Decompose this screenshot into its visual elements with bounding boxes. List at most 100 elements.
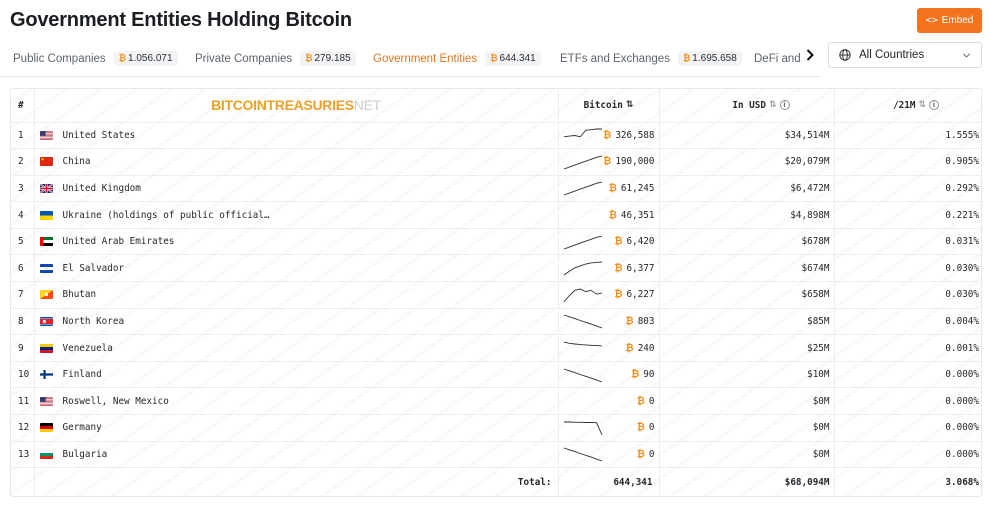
- bitcoin-header[interactable]: Bitcoin ⇅: [558, 89, 660, 123]
- tab-public-companies[interactable]: Public Companies ₿ 1.056.071: [13, 40, 178, 76]
- country-select[interactable]: All Countries: [828, 42, 982, 68]
- row-rank: 2: [11, 148, 35, 176]
- row-entity[interactable]: Ukraine (holdings of public official…: [34, 201, 559, 229]
- table-row[interactable]: 2 China ₿ 190,000 $20,079M 0.905%: [11, 148, 981, 176]
- fi-flag-icon: [39, 370, 53, 380]
- row-rank: 3: [11, 175, 35, 203]
- row-entity[interactable]: North Korea: [34, 308, 559, 336]
- table-row[interactable]: 7 Bhutan ₿ 6,227 $658M 0.030%: [11, 281, 981, 309]
- tab-etfs-and-exchanges[interactable]: ETFs and Exchanges ₿ 1.695.658: [560, 40, 742, 76]
- row-share: 0.292%: [834, 175, 981, 203]
- table-row[interactable]: 6 El Salvador ₿ 6,377 $674M 0.030%: [11, 254, 981, 283]
- info-icon[interactable]: i: [929, 100, 939, 111]
- bitcoin-icon: ₿: [614, 262, 623, 274]
- entity-name[interactable]: Bhutan: [62, 289, 97, 301]
- globe-icon: [839, 49, 851, 61]
- table-row[interactable]: 1 United States ₿ 326,588 $34,514M 1.555%: [11, 122, 981, 150]
- tab-label: Government Entities: [373, 52, 478, 65]
- bitcoin-amount: 6,227: [626, 289, 655, 301]
- tab-label: Public Companies: [13, 52, 106, 65]
- bitcoin-amount: 190,000: [615, 156, 655, 168]
- row-rank: 12: [11, 414, 35, 442]
- entity-name[interactable]: United States: [62, 129, 136, 141]
- row-entity[interactable]: Finland: [34, 361, 559, 389]
- table-row[interactable]: 5 United Arab Emirates ₿ 6,420 $678M 0.031%: [11, 228, 981, 256]
- bitcoin-amount: 90: [643, 369, 655, 381]
- logo-part-net: NET: [353, 97, 381, 114]
- row-entity[interactable]: United Arab Emirates: [34, 228, 559, 256]
- entity-name[interactable]: North Korea: [62, 315, 125, 327]
- cn-flag-icon: [39, 157, 53, 167]
- row-usd: $0M: [659, 441, 835, 469]
- trend-line: [563, 182, 602, 196]
- tab-label: ETFs and Exchanges: [560, 52, 670, 65]
- tab-count-badge: ₿ 1.695.658: [677, 51, 742, 66]
- bitcoin-header-label: Bitcoin: [583, 99, 623, 111]
- row-share: 1.555%: [834, 122, 981, 150]
- bitcoin-icon: ₿: [682, 54, 691, 64]
- us-flag-icon: [39, 396, 53, 406]
- tab-government-entities[interactable]: Government Entities ₿ 644.341: [373, 40, 541, 76]
- entity-name[interactable]: El Salvador: [62, 262, 125, 274]
- trend-sparkline: [563, 207, 603, 223]
- row-entity[interactable]: El Salvador: [34, 254, 559, 283]
- bitcoin-icon: ₿: [625, 315, 634, 327]
- row-rank: 9: [11, 334, 35, 362]
- row-entity[interactable]: China: [34, 148, 559, 176]
- embed-button[interactable]: <> Embed: [917, 8, 982, 33]
- entity-name[interactable]: China: [62, 156, 91, 168]
- entity-name[interactable]: United Kingdom: [62, 182, 141, 194]
- usd-header-label: In USD: [732, 99, 766, 111]
- entity-name[interactable]: Finland: [62, 369, 102, 381]
- tab-count-badge: ₿ 1.056.071: [113, 51, 178, 66]
- info-icon[interactable]: i: [779, 100, 790, 111]
- row-share: 0.001%: [834, 334, 981, 362]
- bitcoin-amount: 61,245: [620, 182, 655, 194]
- row-entity[interactable]: Germany: [34, 414, 559, 442]
- table-row[interactable]: 12 Germany ₿ 0 $0M 0.000%: [11, 414, 981, 442]
- entity-name[interactable]: Venezuela: [62, 342, 113, 354]
- row-entity[interactable]: United States: [34, 122, 559, 150]
- table-row[interactable]: 8 North Korea ₿ 803 $85M 0.004%: [11, 308, 981, 336]
- tab-defi[interactable]: DeFi and O: [754, 40, 813, 76]
- row-bitcoin: ₿ 0: [558, 441, 660, 469]
- table-row[interactable]: 11 Roswell, New Mexico ₿ 0 $0M 0.000%: [11, 387, 981, 416]
- trend-sparkline: [563, 421, 602, 436]
- total-share: 3.068%: [945, 477, 979, 489]
- entity-name[interactable]: United Arab Emirates: [62, 236, 175, 248]
- row-entity[interactable]: Venezuela: [34, 334, 559, 362]
- category-tabs: Public Companies ₿ 1.056.071 Private Comp…: [0, 40, 822, 77]
- table-row[interactable]: 9 Venezuela ₿ 240 $25M 0.001%: [11, 334, 981, 362]
- table-row[interactable]: 3 United Kingdom ₿ 61,245 $6,472M 0.292%: [11, 175, 981, 203]
- row-usd: $658M: [659, 281, 835, 309]
- bitcoin-icon: ₿: [305, 54, 313, 64]
- bitcoin-icon: ₿: [625, 342, 634, 354]
- bitcoin-icon: ₿: [490, 54, 498, 64]
- holdings-table: # BITCOINTREASURIESNET Bitcoin ⇅ In USD ⇅ i…: [10, 88, 982, 497]
- bitcoin-icon: ₿: [614, 236, 623, 248]
- row-bitcoin: ₿ 6,227: [558, 281, 660, 309]
- table-row[interactable]: 10 Finland ₿ 90 $10M 0.000%: [11, 361, 981, 389]
- entity-name[interactable]: Ukraine (holdings of public official…: [62, 209, 270, 221]
- gb-flag-icon: [39, 183, 53, 193]
- table-row[interactable]: 4 Ukraine (holdings of public official… ₿ 4…: [11, 201, 981, 229]
- bitcoin-amount: 46,351: [620, 209, 655, 221]
- row-entity[interactable]: Roswell, New Mexico: [34, 387, 559, 416]
- row-bitcoin: ₿ 61,245: [558, 175, 660, 203]
- entity-name[interactable]: Roswell, New Mexico: [62, 395, 169, 407]
- bitcoin-amount: 6,420: [626, 236, 655, 248]
- tab-private-companies[interactable]: Private Companies ₿ 279.185: [195, 40, 356, 76]
- entity-name[interactable]: Germany: [62, 422, 102, 434]
- share-header[interactable]: /21M ⇅ i: [834, 89, 981, 123]
- table-row[interactable]: 13 Bulgaria ₿ 0 $0M 0.000%: [11, 441, 981, 469]
- code-icon: <>: [925, 15, 938, 26]
- row-usd: $6,472M: [659, 175, 835, 203]
- row-entity[interactable]: Bhutan: [34, 281, 559, 309]
- usd-header[interactable]: In USD ⇅ i: [659, 89, 835, 123]
- share-header-label: /21M: [893, 99, 916, 111]
- tabs-scroll-right-icon[interactable]: [803, 46, 817, 64]
- entity-name[interactable]: Bulgaria: [62, 448, 108, 460]
- row-entity[interactable]: United Kingdom: [34, 175, 559, 203]
- row-rank: 13: [11, 441, 35, 469]
- row-entity[interactable]: Bulgaria: [34, 441, 559, 469]
